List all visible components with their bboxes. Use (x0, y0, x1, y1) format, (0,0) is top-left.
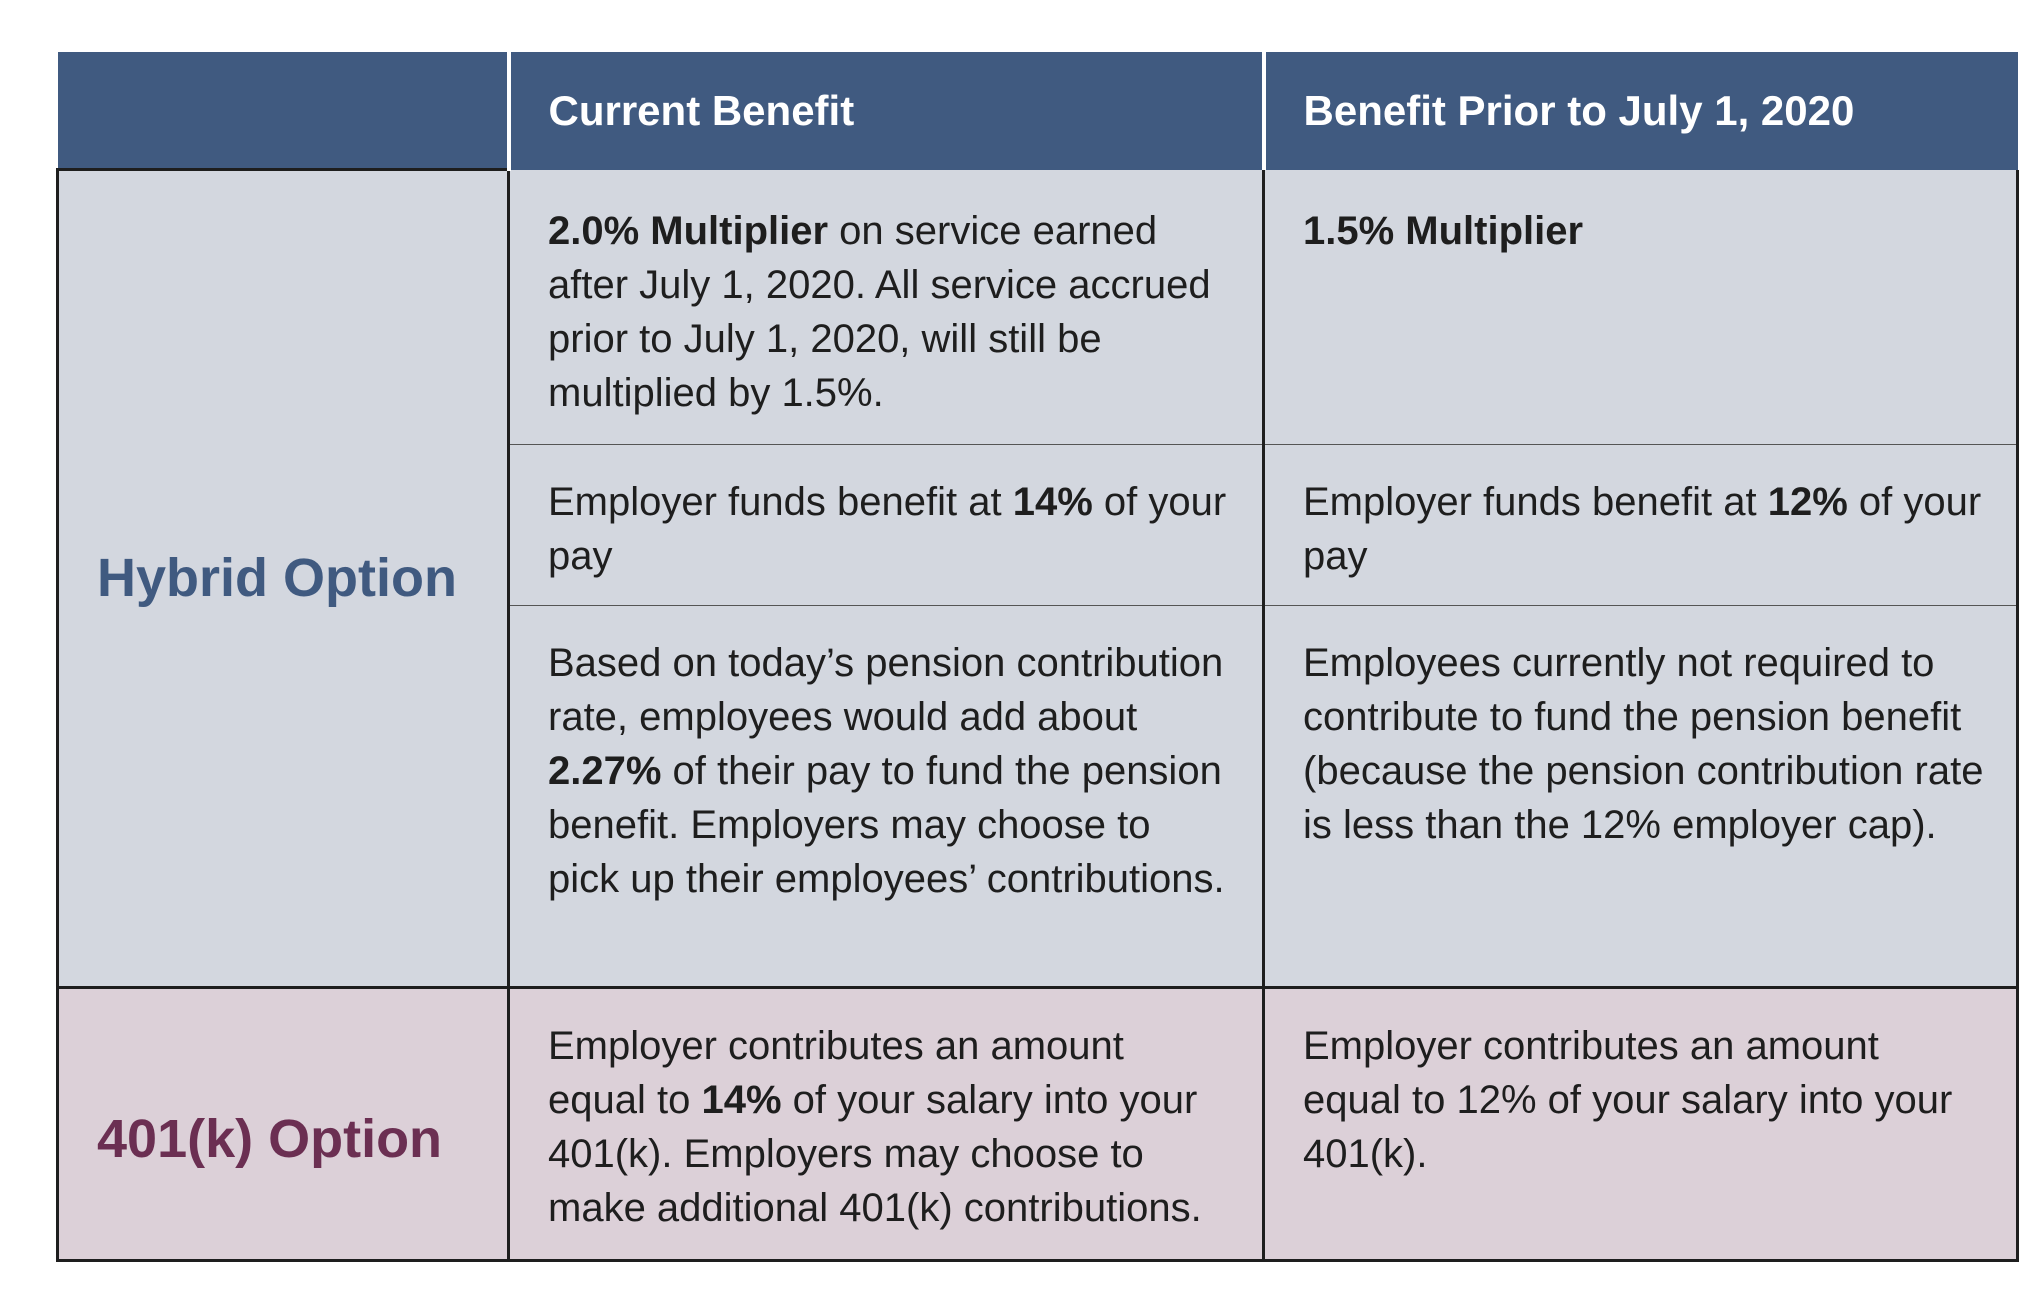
hybrid-funding-current-pre: Employer funds benefit at (548, 479, 1013, 524)
hybrid-contribution-prior: Employees currently not required to cont… (1262, 604, 2019, 988)
k401-current-bold: 14% (701, 1077, 782, 1122)
hybrid-funding-current: Employer funds benefit at 14% of your pa… (507, 443, 1265, 606)
hybrid-funding-prior-pre: Employer funds benefit at (1303, 479, 1768, 524)
k401-current: Employer contributes an amount equal to … (507, 985, 1265, 1262)
hybrid-multiplier-current: 2.0% Multiplier on service earned after … (507, 169, 1265, 445)
hybrid-multiplier-prior-bold: 1.5% Multiplier (1303, 208, 1584, 253)
hybrid-multiplier-current-bold: 2.0% Multiplier (548, 208, 829, 253)
hybrid-contribution-prior-text: Employees currently not required to cont… (1303, 640, 1984, 847)
hybrid-funding-current-bold: 14% (1012, 479, 1093, 524)
hybrid-contribution-current: Based on today’s pension contribution ra… (507, 604, 1265, 988)
k401-prior: Employer contributes an amount equal to … (1262, 985, 2019, 1262)
hybrid-funding-current-post: of your pay (548, 479, 1227, 578)
header-row: Current Benefit Benefit Prior to July 1,… (57, 52, 2018, 170)
hybrid-row-employee-contribution: Based on today’s pension contribution ra… (58, 604, 2019, 988)
hybrid-row-employer-funding: Employer funds benefit at 14% of your pa… (58, 443, 2019, 606)
k401-current-pre: Employer contributes an amount equal to (548, 1023, 1124, 1122)
hybrid-contribution-current-bold: 2.27% (548, 748, 662, 793)
header-current-benefit: Current Benefit (506, 52, 1264, 170)
hybrid-funding-prior-bold: 12% (1767, 479, 1848, 524)
hybrid-multiplier-current-text: on service earned after July 1, 2020. Al… (548, 208, 1211, 415)
hybrid-contribution-current-pre: Based on today’s pension contribution ra… (548, 640, 1224, 739)
hybrid-row-multiplier: Hybrid Option 2.0% Multiplier on service… (56, 168, 2019, 989)
k401-row: 401(k) Option Employer contributes an am… (56, 985, 2019, 1262)
hybrid-funding-prior-post: of your pay (1303, 479, 1982, 578)
header-benefit-prior: Benefit Prior to July 1, 2020 (1261, 52, 2018, 170)
hybrid-option-label: Hybrid Option (56, 168, 510, 989)
hybrid-funding-prior: Employer funds benefit at 12% of your pa… (1262, 443, 2019, 606)
k401-option-label: 401(k) Option (56, 985, 510, 1262)
benefits-table: Current Benefit Benefit Prior to July 1,… (56, 52, 2019, 1262)
header-corner (57, 52, 509, 170)
benefits-comparison: Current Benefit Benefit Prior to July 1,… (56, 52, 2019, 1262)
hybrid-contribution-current-post: of their pay to fund the pension benefit… (548, 748, 1225, 901)
hybrid-multiplier-prior: 1.5% Multiplier (1262, 169, 2019, 445)
k401-current-post: of your salary into your 401(k). Employe… (548, 1077, 1202, 1230)
k401-prior-text: Employer contributes an amount equal to … (1303, 1023, 1953, 1176)
